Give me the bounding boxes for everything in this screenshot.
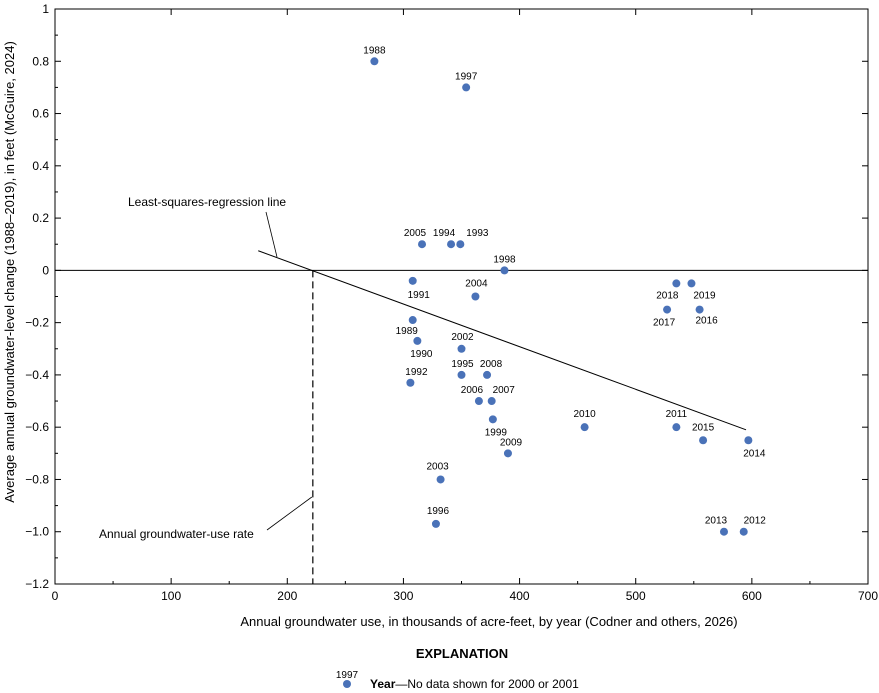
point-label-1990: 1990 xyxy=(410,349,433,360)
y-tick-label: −0.6 xyxy=(25,420,49,434)
point-label-2005: 2005 xyxy=(404,228,427,239)
data-point-1990 xyxy=(413,336,422,345)
data-point-2010 xyxy=(580,423,589,432)
data-point-2012 xyxy=(739,527,748,536)
data-point-2006 xyxy=(474,397,483,406)
x-tick-label: 700 xyxy=(858,589,878,603)
data-point-2018 xyxy=(672,279,681,288)
explanation-example-year: 1997 xyxy=(336,670,359,681)
point-label-1997: 1997 xyxy=(455,71,478,82)
data-point-2004 xyxy=(471,292,480,301)
explanation-marker xyxy=(343,680,351,688)
y-tick-label: 0.8 xyxy=(32,54,49,68)
point-label-2019: 2019 xyxy=(693,290,716,301)
data-point-1999 xyxy=(488,415,497,424)
reference-lines xyxy=(55,211,868,584)
data-point-1995 xyxy=(457,370,466,379)
point-label-2016: 2016 xyxy=(695,316,718,327)
point-label-1988: 1988 xyxy=(363,45,386,56)
point-label-1993: 1993 xyxy=(466,228,489,239)
data-point-1992 xyxy=(406,378,415,387)
x-tick-label: 600 xyxy=(742,589,762,603)
point-label-2017: 2017 xyxy=(653,318,676,329)
data-point-1988 xyxy=(370,57,379,66)
regression-leader xyxy=(265,211,278,258)
point-label-1999: 1999 xyxy=(485,427,508,438)
data-point-1989 xyxy=(408,316,417,325)
data-point-1996 xyxy=(431,519,440,528)
point-label-2018: 2018 xyxy=(656,290,679,301)
y-tick-label: −0.4 xyxy=(25,368,49,382)
usage-rate-leader xyxy=(266,496,313,531)
y-tick-label: 1 xyxy=(42,2,49,16)
x-tick-label: 0 xyxy=(52,589,59,603)
point-label-2011: 2011 xyxy=(666,409,688,420)
x-tick-label: 100 xyxy=(161,589,181,603)
point-label-1992: 1992 xyxy=(405,367,428,378)
data-point-1994 xyxy=(447,240,456,249)
axes-layer: 0 100 200 300 400 500 600 700 1 0.8 0.6 0.4 0.2 0 −0.2… xyxy=(25,2,878,603)
point-label-1995: 1995 xyxy=(451,359,474,370)
point-label-2004: 2004 xyxy=(465,279,488,290)
x-tick-label: 400 xyxy=(510,589,530,603)
y-tick-label: 0.6 xyxy=(32,107,49,121)
point-label-2014: 2014 xyxy=(743,448,766,459)
point-label-2010: 2010 xyxy=(573,409,596,420)
point-label-2002: 2002 xyxy=(451,332,474,343)
data-point-2003 xyxy=(436,475,445,484)
point-label-2013: 2013 xyxy=(705,516,728,527)
point-label-1989: 1989 xyxy=(396,326,419,337)
regression-line-label: Least-squares-regression line xyxy=(128,195,286,209)
y-tick-label: 0 xyxy=(42,263,49,277)
point-label-1991: 1991 xyxy=(408,290,431,301)
data-point-1991 xyxy=(408,276,417,285)
plot-frame xyxy=(54,8,869,585)
point-label-1998: 1998 xyxy=(493,254,516,265)
y-tick-label: −1.2 xyxy=(25,577,49,591)
data-point-2002 xyxy=(457,344,466,353)
y-tick-label: 0.2 xyxy=(32,211,49,225)
data-point-2014 xyxy=(744,436,753,445)
data-point-2015 xyxy=(699,436,708,445)
point-label-2015: 2015 xyxy=(692,422,715,433)
data-points xyxy=(370,57,753,536)
data-point-2011 xyxy=(672,423,681,432)
point-label-2006: 2006 xyxy=(461,385,484,396)
data-point-2019 xyxy=(687,279,696,288)
usage-rate-label: Annual groundwater-use rate xyxy=(99,527,254,541)
point-label-2003: 2003 xyxy=(426,461,449,472)
data-point-2005 xyxy=(418,240,427,249)
data-point-2008 xyxy=(483,370,492,379)
x-tick-label: 500 xyxy=(626,589,646,603)
y-tick-label: −1.0 xyxy=(25,525,49,539)
data-point-1993 xyxy=(456,240,465,249)
data-point-2017 xyxy=(663,305,672,314)
data-point-1998 xyxy=(500,266,509,275)
x-axis-title: Annual groundwater use, in thousands of … xyxy=(240,614,737,629)
point-label-2007: 2007 xyxy=(493,385,516,396)
explanation-item-text: —No data shown for 2000 or 2001 xyxy=(395,677,579,691)
data-point-2009 xyxy=(503,449,512,458)
data-point-2007 xyxy=(487,397,496,406)
x-tick-label: 200 xyxy=(277,589,297,603)
point-label-1996: 1996 xyxy=(427,506,450,517)
y-axis-title: Average annual groundwater-level change … xyxy=(2,41,17,503)
x-tick-label: 300 xyxy=(393,589,413,603)
data-point-2016 xyxy=(695,305,704,314)
point-label-2012: 2012 xyxy=(744,516,767,527)
point-labels: 1988 1997 2005 1994 1993 1998 1991 2004 2018 2019… xyxy=(363,45,766,526)
explanation-item-bold: Year xyxy=(370,677,396,691)
explanation-title: EXPLANATION xyxy=(416,646,508,661)
point-label-1994: 1994 xyxy=(433,228,456,239)
regression-line xyxy=(258,250,747,431)
point-label-2009: 2009 xyxy=(500,437,523,448)
data-point-1997 xyxy=(462,83,471,92)
point-label-2008: 2008 xyxy=(480,359,503,370)
explanation-text: Year—No data shown for 2000 or 2001 xyxy=(370,677,579,691)
data-point-2013 xyxy=(719,527,728,536)
y-tick-label: −0.8 xyxy=(25,472,49,486)
y-tick-label: 0.4 xyxy=(32,159,49,173)
y-tick-label: −0.2 xyxy=(25,316,49,330)
